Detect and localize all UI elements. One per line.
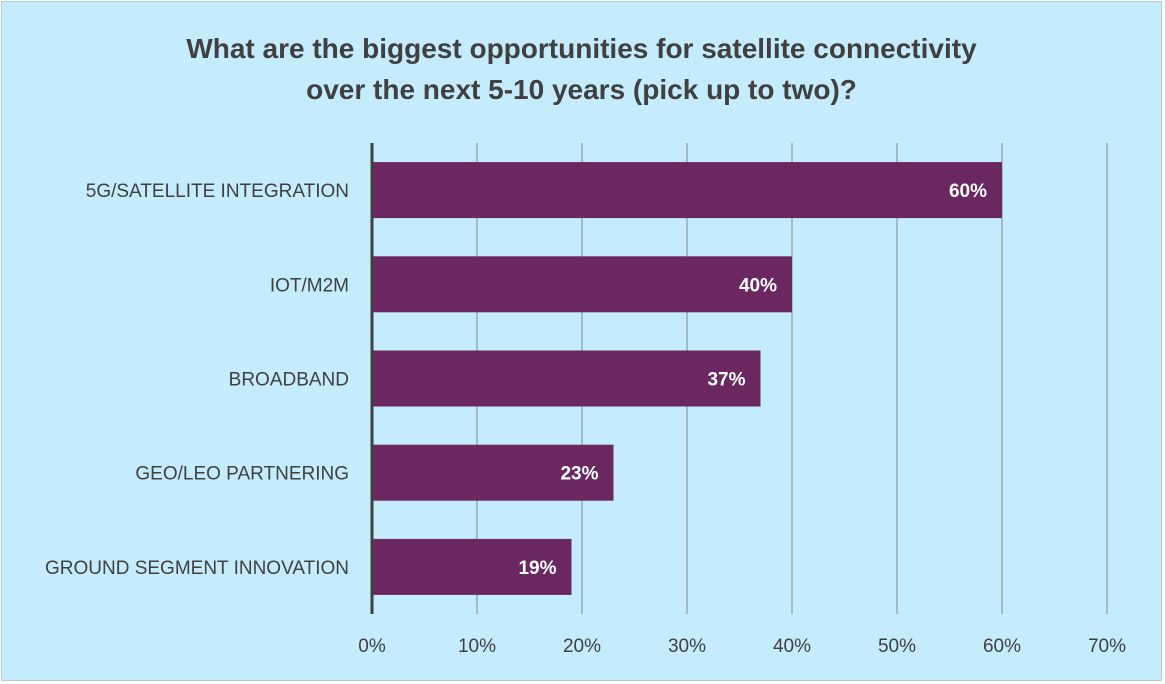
data-labels: 60% 40% 37% 23% 19% — [518, 181, 987, 579]
data-label: 60% — [949, 181, 987, 202]
x-tick-label: 20% — [563, 636, 601, 657]
x-tick-label: 0% — [358, 636, 386, 657]
data-label: 19% — [518, 558, 556, 579]
x-tick-label: 70% — [1088, 636, 1126, 657]
data-label: 23% — [560, 464, 598, 485]
bar — [372, 350, 761, 407]
chart-title-line-1: What are the biggest opportunities for s… — [186, 33, 977, 64]
x-tick-label: 50% — [878, 636, 916, 657]
category-label: 5G/SATELLITE INTEGRATION — [86, 181, 349, 202]
category-label: BROADBAND — [229, 370, 349, 391]
data-label: 37% — [707, 370, 745, 391]
category-labels: 5G/SATELLITE INTEGRATION IOT/M2M BROADBAND… — [45, 181, 349, 579]
bar — [372, 162, 1002, 219]
x-tick-label: 10% — [458, 636, 496, 657]
x-tick-label: 30% — [668, 636, 706, 657]
bars — [372, 162, 1002, 595]
category-label: IOT/M2M — [270, 275, 349, 296]
x-tick-label: 40% — [773, 636, 811, 657]
category-label: GEO/LEO PARTNERING — [135, 464, 349, 485]
category-label: GROUND SEGMENT INNOVATION — [45, 558, 349, 579]
bar — [372, 256, 792, 313]
x-tick-labels: 0% 10% 20% 30% 40% 50% 60% 70% — [358, 636, 1126, 657]
bar — [372, 444, 614, 501]
x-tick-label: 60% — [983, 636, 1021, 657]
bar — [372, 538, 572, 595]
data-label: 40% — [739, 275, 777, 296]
chart-title: What are the biggest opportunities for s… — [0, 28, 1163, 110]
chart-title-line-2: over the next 5-10 years (pick up to two… — [306, 74, 857, 105]
